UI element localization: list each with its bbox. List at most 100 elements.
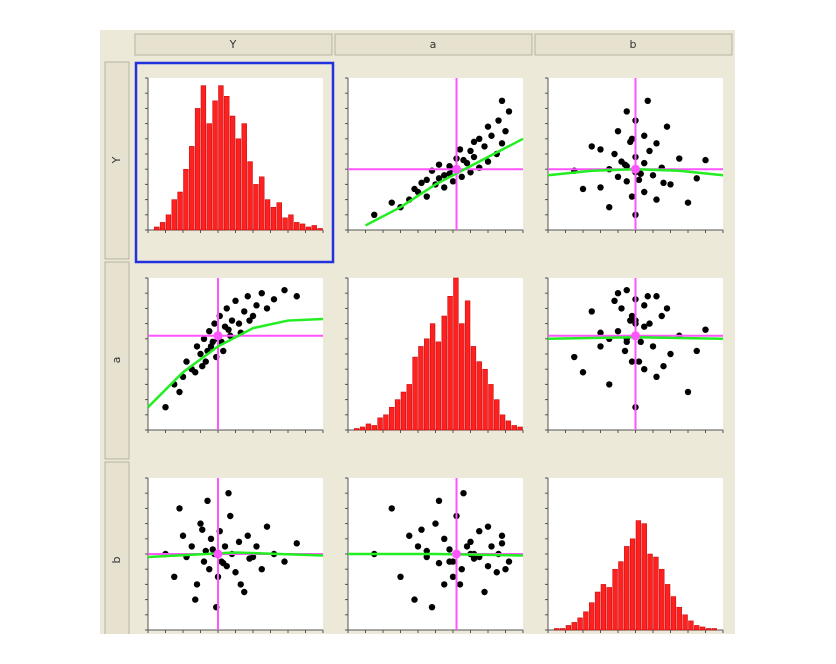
scatter-point xyxy=(211,320,218,327)
scatter-point xyxy=(463,543,471,550)
column-header xyxy=(334,33,533,56)
scatter-point xyxy=(199,526,206,533)
scatter-point xyxy=(446,558,453,565)
scatter-point xyxy=(597,329,604,336)
row-header-label: Y xyxy=(110,156,123,164)
histogram-bar xyxy=(453,277,459,431)
histogram-bar xyxy=(511,425,517,431)
scatter-point xyxy=(209,338,216,346)
histogram-bar xyxy=(189,146,195,231)
selected-cell-border xyxy=(134,61,335,264)
scatter-point xyxy=(371,211,378,218)
scatter-point xyxy=(637,338,644,346)
scatter-point xyxy=(467,169,474,176)
scatter-point xyxy=(641,159,648,167)
scatter-point xyxy=(597,184,604,191)
histogram-bar xyxy=(235,138,242,231)
scatter-point xyxy=(484,158,492,165)
scatter-point xyxy=(627,138,634,146)
mean-point xyxy=(631,164,640,174)
scatter-point xyxy=(579,185,587,193)
scatter-point xyxy=(449,178,457,185)
histogram-bar xyxy=(224,95,230,231)
scatter-point xyxy=(162,404,169,411)
histogram-bar xyxy=(641,523,647,631)
scatter-point xyxy=(209,546,216,553)
scatter-point xyxy=(667,181,674,188)
histogram-bar xyxy=(517,426,523,431)
fit-curve xyxy=(348,552,524,557)
row-header xyxy=(104,261,130,460)
scatter-point xyxy=(435,497,443,504)
scatter-point xyxy=(193,343,201,350)
scatter-point xyxy=(223,305,230,312)
scatter-point xyxy=(484,523,492,530)
histogram-bar xyxy=(429,323,436,431)
histogram-bar xyxy=(606,587,612,631)
row-header xyxy=(104,61,130,260)
histogram-bar xyxy=(577,617,583,631)
histogram-bar xyxy=(554,628,560,631)
histogram-bar xyxy=(659,568,665,631)
scatter-point xyxy=(270,296,278,303)
scatter-point xyxy=(484,562,492,570)
scatter-point xyxy=(502,566,509,573)
histogram-bar xyxy=(406,384,412,431)
scatter-point xyxy=(684,199,692,206)
histogram-bar xyxy=(589,602,595,631)
histogram-bar xyxy=(470,346,477,431)
scatter-point xyxy=(481,588,488,596)
scatter-point xyxy=(263,523,271,530)
scatter-point xyxy=(193,581,201,588)
scatter-point xyxy=(249,312,257,320)
scatter-point xyxy=(623,108,630,115)
scatter-point xyxy=(202,547,209,555)
scatter-point xyxy=(423,553,430,561)
mean-point xyxy=(452,549,461,559)
scatter-point xyxy=(588,143,595,150)
mean-point xyxy=(213,331,223,341)
scatter-point xyxy=(684,388,692,396)
scatter-point xyxy=(232,569,239,576)
scatter-point xyxy=(614,328,622,335)
scatter-point xyxy=(505,108,513,115)
histogram-bar xyxy=(705,628,712,631)
scatter-point xyxy=(188,543,195,550)
scatter-point xyxy=(660,362,667,370)
column-header-label: b xyxy=(630,38,637,51)
scatter-point xyxy=(676,155,683,162)
histogram-bar xyxy=(682,614,688,631)
histogram-bar xyxy=(194,108,201,231)
scatter-point xyxy=(702,156,709,164)
scatter-point xyxy=(641,188,648,196)
fit-curve xyxy=(364,137,524,227)
histogram-bar xyxy=(159,222,166,231)
histogram-bar xyxy=(435,341,442,431)
histogram-bar xyxy=(412,356,418,431)
scatter-point xyxy=(635,358,643,365)
scatter-point xyxy=(476,135,483,142)
scatter-point xyxy=(498,532,506,539)
scatter-point xyxy=(241,588,248,596)
histogram-bar xyxy=(165,214,172,231)
scatter-point xyxy=(488,543,495,550)
scatter-point xyxy=(192,369,199,376)
scatter-point xyxy=(204,497,211,504)
scatter-point xyxy=(176,505,183,512)
scatter-point xyxy=(618,305,625,312)
scatter-point xyxy=(644,293,651,300)
scatter-point xyxy=(641,132,648,139)
scatter-point xyxy=(637,170,644,177)
histogram-bar xyxy=(635,520,642,631)
histogram-bar xyxy=(559,628,566,631)
scatter-point xyxy=(244,532,251,539)
scatter-point xyxy=(579,369,587,376)
scatter-point xyxy=(488,132,495,139)
histogram-bar xyxy=(459,323,465,431)
scatter-point xyxy=(200,558,208,565)
scatter-point xyxy=(237,581,244,588)
scatter-point xyxy=(505,558,513,565)
histogram-bar xyxy=(359,426,366,431)
scatter-point xyxy=(458,566,465,573)
histogram-bar xyxy=(418,346,424,431)
